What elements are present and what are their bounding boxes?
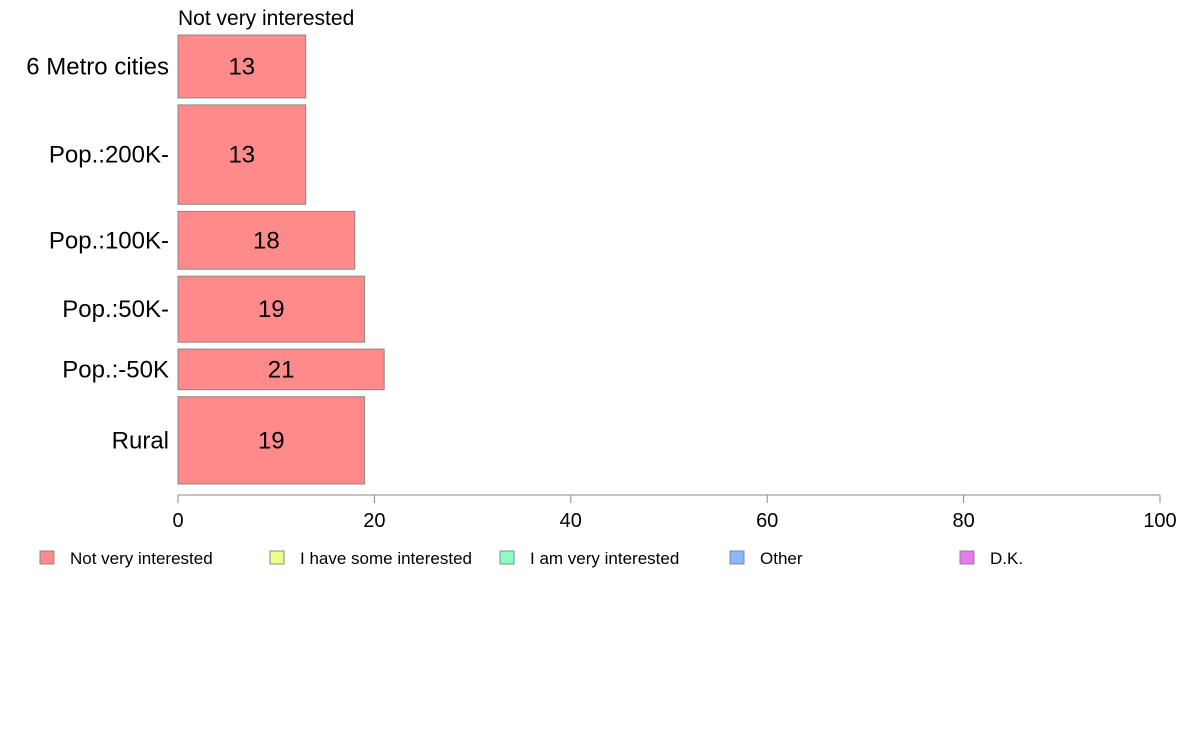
legend-swatch <box>269 550 285 565</box>
legend-label: D.K. <box>990 549 1023 568</box>
value-label: 19 <box>258 296 285 323</box>
category-label: Pop.:50K- <box>62 296 169 323</box>
value-label: 13 <box>228 142 255 169</box>
legend-swatch <box>499 550 515 565</box>
x-tick-label: 100 <box>1143 510 1176 532</box>
legend-swatch <box>729 550 745 565</box>
panel-title: Not very interested <box>178 7 354 30</box>
legend-label: Other <box>760 549 803 568</box>
value-label: 19 <box>258 427 285 454</box>
x-tick-label: 20 <box>363 510 385 532</box>
legend: Not very interested I have some intereste… <box>39 549 1023 568</box>
value-label: 18 <box>253 227 280 254</box>
category-label: Rural <box>112 427 169 454</box>
bar-0 <box>177 34 307 99</box>
bar-4 <box>177 348 385 391</box>
category-label: Pop.:-50K <box>62 356 169 383</box>
category-label: Pop.:100K- <box>49 227 169 254</box>
x-tick-label: 0 <box>172 510 183 532</box>
x-tick-label: 80 <box>952 510 974 532</box>
legend-label: I am very interested <box>530 549 679 568</box>
legend-label: I have some interested <box>300 549 472 568</box>
value-label: 13 <box>228 54 255 81</box>
value-labels: 13 13 18 19 21 19 <box>228 54 294 455</box>
x-tick-label: 60 <box>756 510 778 532</box>
bar-5 <box>177 396 366 485</box>
bar-1 <box>177 104 307 205</box>
bar-3 <box>177 275 366 343</box>
legend-swatch <box>959 550 975 565</box>
bar-2 <box>177 210 356 270</box>
x-axis: 0 20 40 60 80 100 <box>172 494 1177 532</box>
value-label: 21 <box>268 356 295 383</box>
legend-label: Not very interested <box>70 549 213 568</box>
category-labels: 6 Metro cities Pop.:200K- Pop.:100K- Pop.:5… <box>26 54 169 455</box>
bars-group <box>177 34 385 485</box>
x-tick-label: 40 <box>560 510 582 532</box>
category-label: 6 Metro cities <box>26 54 169 81</box>
category-label: Pop.:200K- <box>49 142 169 169</box>
legend-swatch <box>39 550 55 565</box>
